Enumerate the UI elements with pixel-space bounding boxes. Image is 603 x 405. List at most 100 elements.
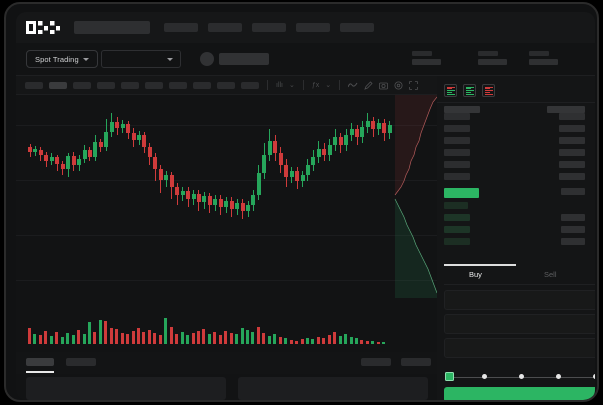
trading-mode-dropdown[interactable]: Spot Trading [26, 50, 98, 68]
candle-body [82, 150, 87, 159]
bottom-tab-1[interactable] [26, 358, 54, 366]
search-input[interactable] [74, 21, 150, 34]
timeframe-button-9[interactable] [217, 81, 235, 89]
volume-bar [158, 335, 162, 344]
orderbook-row-price[interactable] [444, 149, 470, 156]
depth-asks-icon[interactable] [482, 84, 495, 97]
slider-stop-100[interactable] [592, 374, 595, 379]
chart-toolbar: ıllı ⌄ ƒx ⌄ [16, 76, 437, 95]
volume-bar [191, 333, 195, 344]
camera-icon[interactable] [379, 81, 389, 90]
volume-bar [120, 333, 124, 344]
submit-buy-button[interactable] [444, 387, 595, 400]
depth-bid-line [394, 198, 437, 294]
orderbook-row-price[interactable] [444, 173, 470, 180]
orderbook-row-price[interactable] [444, 113, 470, 120]
orderbook-row-amount[interactable] [559, 125, 585, 132]
bottom-panel-1[interactable] [26, 377, 226, 400]
chevron-down-icon[interactable]: ⌄ [325, 81, 332, 89]
line-chart-icon[interactable] [348, 81, 358, 89]
interval-text-icon[interactable]: ıllı [276, 81, 283, 89]
candle-body [289, 171, 294, 177]
chevron-down-icon[interactable]: ⌄ [289, 81, 295, 89]
tab-buy[interactable]: Buy [469, 270, 482, 279]
orderbook-row-price[interactable] [444, 238, 470, 245]
candle-body [120, 124, 125, 128]
timeframe-button-10[interactable] [241, 81, 259, 89]
orderbook-row-amount[interactable] [561, 226, 585, 233]
orderbook-current-price[interactable] [444, 188, 479, 198]
orderbook-row-price[interactable] [444, 226, 470, 233]
depth-bids-icon[interactable] [463, 84, 476, 97]
okx-logo[interactable] [26, 21, 62, 34]
order-input-3[interactable] [444, 338, 595, 358]
volume-bar [147, 330, 151, 344]
chevron-down-icon [167, 58, 173, 61]
nav-item-1[interactable] [164, 23, 198, 32]
timeframe-button-3[interactable] [73, 81, 91, 89]
amount-slider-handle[interactable] [445, 372, 454, 381]
nav-item-2[interactable] [208, 23, 242, 32]
volume-bar [322, 338, 326, 344]
volume-bar [104, 321, 108, 344]
orderbook-row-amount[interactable] [561, 238, 585, 245]
pair-select-dropdown[interactable] [101, 50, 181, 68]
volume-bar [289, 340, 293, 344]
nav-item-3[interactable] [252, 23, 286, 32]
market-stat-1 [412, 51, 441, 65]
orderbook-row-price[interactable] [444, 214, 470, 221]
candlestick-chart[interactable] [16, 95, 437, 298]
candle-body [316, 149, 321, 157]
orderbook-row-amount[interactable] [559, 113, 585, 120]
indicator-text-icon[interactable]: ƒx [311, 81, 320, 89]
candle-body [49, 157, 54, 161]
bottom-tab-2[interactable] [66, 358, 96, 366]
candle-body [104, 132, 109, 147]
volume-bar [267, 336, 271, 344]
app-screen: Spot Trading ıllı ⌄ ƒx ⌄ [16, 12, 595, 400]
timeframe-button-5[interactable] [121, 81, 139, 89]
order-input-1[interactable] [444, 290, 595, 310]
gear-icon[interactable] [394, 81, 403, 90]
pencil-icon[interactable] [364, 80, 373, 90]
depth-both-icon[interactable] [444, 84, 457, 97]
bottom-panel-2[interactable] [238, 377, 428, 400]
orderbook-row-price[interactable] [444, 125, 470, 132]
nav-item-4[interactable] [296, 23, 330, 32]
orderbook-row-amount[interactable] [559, 173, 585, 180]
timeframe-button-1[interactable] [25, 81, 43, 89]
orderbook-row-amount[interactable] [559, 137, 585, 144]
timeframe-button-7[interactable] [169, 81, 187, 89]
toolbar-divider [339, 80, 341, 90]
candle-body [305, 165, 310, 175]
orderbook-row-price[interactable] [444, 137, 470, 144]
timeframe-button-8[interactable] [193, 81, 211, 89]
volume-bar [196, 331, 200, 344]
slider-stop-50[interactable] [518, 374, 524, 379]
slider-stop-75[interactable] [555, 374, 561, 379]
fullscreen-icon[interactable] [409, 80, 418, 90]
candle-body [267, 141, 272, 155]
tab-sell[interactable]: Sell [544, 270, 557, 279]
orderbook-row-price[interactable] [444, 161, 470, 168]
bottom-action-2[interactable] [401, 358, 431, 366]
volume-bar [376, 342, 380, 344]
orderbook-row-amount[interactable] [561, 188, 585, 195]
slider-stop-25[interactable] [481, 374, 487, 379]
orderbook-row-price[interactable] [444, 202, 468, 209]
volume-bar [256, 327, 260, 344]
timeframe-button-4[interactable] [97, 81, 115, 89]
orderbook-row-amount[interactable] [559, 161, 585, 168]
candle-body [158, 169, 163, 180]
toolbar-divider [302, 80, 304, 90]
market-stat-3 [529, 51, 558, 65]
bottom-action-1[interactable] [361, 358, 391, 366]
orderbook-row-amount[interactable] [559, 149, 585, 156]
volume-bar [98, 320, 102, 344]
nav-item-5[interactable] [340, 23, 374, 32]
timeframe-button-6[interactable] [145, 81, 163, 89]
timeframe-button-2[interactable] [49, 81, 67, 89]
order-input-2[interactable] [444, 314, 595, 334]
candle-body [295, 171, 300, 181]
orderbook-row-amount[interactable] [561, 214, 585, 221]
